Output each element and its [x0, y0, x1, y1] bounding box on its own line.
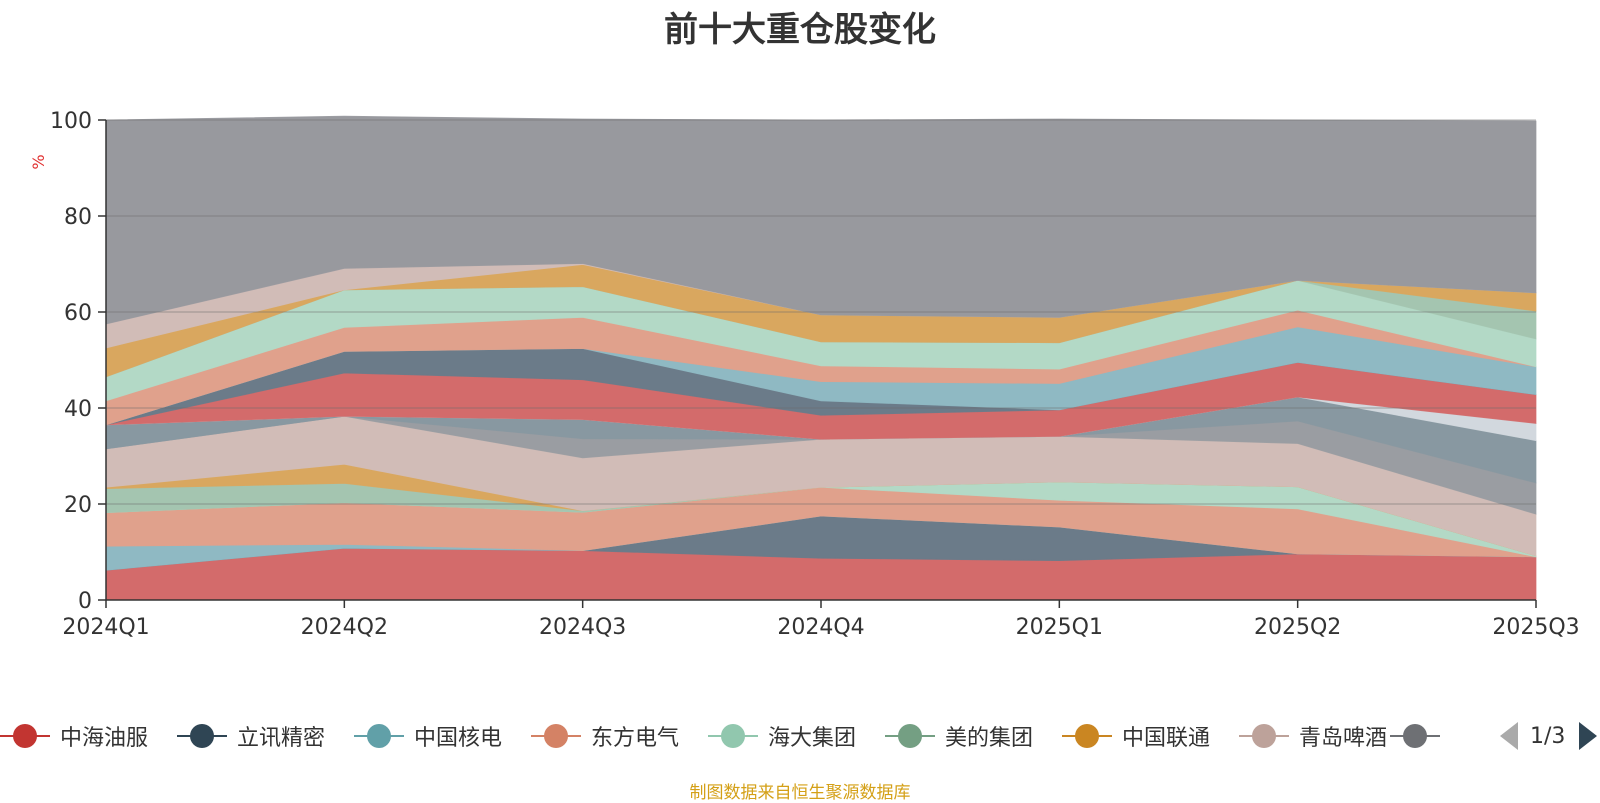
chart-title: 前十大重仓股变化 [664, 10, 936, 50]
legend-item[interactable]: 美的集团 [885, 718, 1033, 754]
legend-item[interactable]: 立讯精密 [177, 718, 325, 754]
legend: 中海油服 立讯精密 中国核电 东方电气 海大集团 美的集团 中国联通 青岛啤酒 [0, 718, 1600, 754]
legend-marker-icon [1075, 724, 1099, 748]
legend-label: 立讯精密 [237, 726, 326, 751]
legend-item[interactable]: 中国联通 [1062, 718, 1210, 754]
legend-swatch [531, 718, 581, 754]
y-tick-label: 100 [50, 109, 92, 134]
x-tick-label: 2025Q2 [1254, 615, 1341, 640]
legend-marker-icon [721, 724, 745, 748]
legend-item-partial[interactable] [1390, 718, 1458, 754]
legend-label: 中国联通 [1122, 726, 1211, 751]
previous-page-icon[interactable] [1500, 722, 1518, 750]
legend-marker-icon [190, 724, 214, 748]
legend-label: 青岛啤酒 [1299, 726, 1388, 751]
legend-marker-icon [1403, 724, 1427, 748]
legend-marker-icon [13, 724, 37, 748]
legend-marker-icon [898, 724, 922, 748]
legend-swatch [177, 718, 227, 754]
legend-marker-icon [544, 724, 568, 748]
legend-label: 中海油服 [60, 726, 149, 751]
legend-label: 海大集团 [768, 726, 857, 751]
x-tick-label: 2024Q4 [777, 615, 864, 640]
legend-item[interactable]: 海大集团 [708, 718, 856, 754]
legend-item[interactable]: 中海油服 [0, 718, 148, 754]
y-tick-label: 60 [64, 301, 92, 326]
legend-item[interactable]: 中国核电 [354, 718, 502, 754]
source-note: 制图数据来自恒生聚源数据库 [689, 783, 911, 803]
legend-marker-icon [367, 724, 391, 748]
x-tick-label: 2024Q2 [301, 615, 388, 640]
next-page-icon[interactable] [1579, 722, 1598, 750]
legend-swatch [708, 718, 758, 754]
legend-label: 东方电气 [591, 726, 680, 751]
legend-pager: 1/3 [1500, 718, 1598, 754]
y-tick-label: 80 [64, 205, 92, 230]
x-tick-label: 2025Q1 [1016, 615, 1103, 640]
legend-swatch [1239, 718, 1289, 754]
legend-swatch [354, 718, 404, 754]
y-axis-label: % [29, 154, 48, 169]
y-tick-label: 0 [78, 589, 92, 614]
page-indicator: 1/3 [1530, 723, 1566, 749]
legend-swatch [0, 718, 50, 754]
legend-item[interactable]: 东方电气 [531, 718, 679, 754]
legend-label: 美的集团 [945, 726, 1034, 751]
x-tick-label: 2025Q3 [1492, 615, 1579, 640]
legend-swatch [885, 718, 935, 754]
x-tick-label: 2024Q3 [539, 615, 626, 640]
legend-swatch [1062, 718, 1112, 754]
y-tick-label: 40 [64, 397, 92, 422]
y-tick-label: 20 [64, 493, 92, 518]
area-series-20 [105, 115, 1537, 325]
x-tick-label: 2024Q1 [62, 615, 149, 640]
legend-marker-icon [1252, 724, 1276, 748]
legend-item[interactable]: 青岛啤酒 [1239, 718, 1387, 754]
legend-label: 中国核电 [414, 726, 503, 751]
